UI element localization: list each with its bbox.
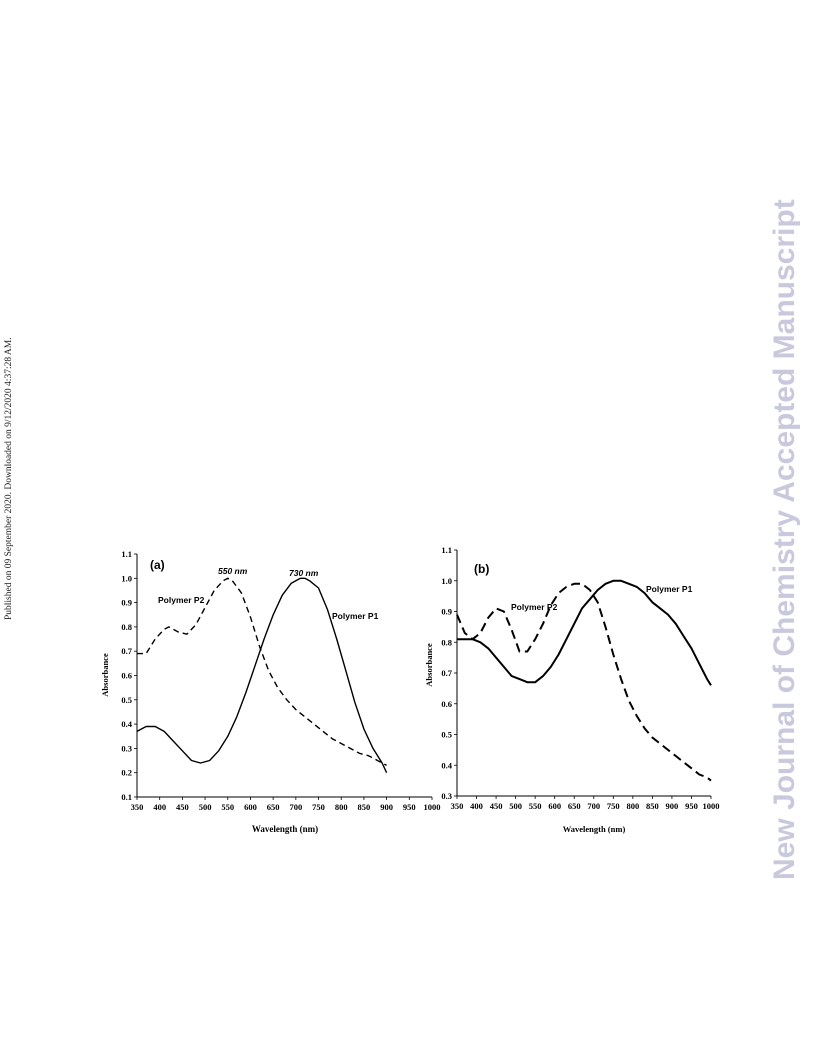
panel-a-y-label: Absorbance: [100, 653, 110, 697]
panel-a-x-tick-label: 950: [403, 802, 416, 812]
panel-a-y-tick-label: 0.4: [121, 719, 132, 729]
panel-a-axes: 350 400 450 500 550 600 650 700 750 800 850 900 950 1…: [121, 549, 440, 812]
panel-b-y-label: Absorbance: [424, 643, 434, 687]
panel-b-x-tick-label: 500: [509, 801, 522, 811]
panel-b-series-polymer-p1: [457, 579, 712, 686]
panel-a-y-tick-label: 0.8: [121, 622, 132, 632]
panel-b-x-tick-label: 350: [451, 801, 464, 811]
panel-a-x-tick-label: 800: [335, 802, 348, 812]
panel-a-peak-550: 550 nm: [218, 566, 248, 576]
panel-a-x-tick-label: 850: [358, 802, 371, 812]
panel-b-x-tick-label: 900: [666, 801, 679, 811]
panel-b-label: (b): [474, 562, 489, 576]
panel-a-x-tick-label: 500: [199, 802, 212, 812]
panel-a-y-tick-label: 0.3: [121, 743, 132, 753]
panel-b-series-polymer-p2: [456, 582, 712, 782]
panel-b-y-tick-label: 1.0: [441, 576, 452, 586]
panel-a-p2-label: Polymer P2: [158, 595, 205, 605]
panel-b-x-tick-label: 600: [548, 801, 561, 811]
panel-a-y-tick-label: 0.9: [121, 598, 132, 608]
panel-b-p2-label: Polymer P2: [511, 602, 558, 612]
panel-b-x-tick-label: 550: [529, 801, 542, 811]
panel-a-x-tick-label: 450: [176, 802, 189, 812]
panel-b-x-tick-label: 450: [490, 801, 503, 811]
panel-a-series-polymer-p2: [137, 577, 387, 767]
panel-a-p1-label: Polymer P1: [332, 611, 379, 621]
panel-b-x-tick-label: 400: [470, 801, 483, 811]
panel-a-y-tick-label: 0.1: [121, 792, 132, 802]
panel-b-y-tick-label: 0.7: [441, 668, 452, 678]
panel-a-x-label: Wavelength (nm): [252, 824, 318, 834]
panel-a-y-tick-label: 1.0: [121, 573, 132, 583]
panel-b-x-tick-label: 1000: [703, 801, 720, 811]
panel-b-axes: 350 400 450 500 550 600 650 700 750 800 850 900 950 1…: [441, 545, 719, 811]
panel-b-x-tick-label: 800: [626, 801, 639, 811]
panel-a-x-tick-label: 1000: [424, 802, 441, 812]
panel-a-peak-730: 730 nm: [289, 568, 319, 578]
panel-a-x-tick-label: 400: [153, 802, 166, 812]
panel-b-y-tick-label: 0.6: [441, 699, 452, 709]
panel-a-lines: [136, 577, 388, 773]
panel-b-x-tick-label: 700: [587, 801, 600, 811]
panel-a-label: (a): [150, 558, 165, 572]
panel-a-x-tick-label: 900: [380, 802, 393, 812]
panel-b-y-tick-label: 0.9: [441, 607, 452, 617]
panel-a-y-tick-label: 0.2: [121, 768, 132, 778]
panel-a-y-tick-label: 0.7: [121, 646, 132, 656]
panel-a-x-tick-label: 700: [289, 802, 302, 812]
panel-b-y-tick-label: 0.8: [441, 637, 452, 647]
panel-a: 350 400 450 500 550 600 650 700 750 800 850 900 950 1…: [100, 549, 441, 834]
panel-a-x-tick-label: 350: [131, 802, 144, 812]
panel-a-series-polymer-p1: [136, 577, 388, 773]
panel-b-y-tick-label: 0.5: [441, 730, 452, 740]
panel-b-y-tick-label: 1.1: [441, 545, 452, 555]
panel-b-y-tick-label: 0.3: [441, 791, 452, 801]
panel-b-y-tick-label: 0.4: [441, 760, 452, 770]
panel-b-x-label: Wavelength (nm): [563, 824, 626, 834]
panel-b-x-tick-label: 950: [685, 801, 698, 811]
panel-b: 350 400 450 500 550 600 650 700 750 800 850 900 950 1…: [424, 545, 720, 834]
panel-b-x-tick-label: 850: [646, 801, 659, 811]
panel-b-p1-label: Polymer P1: [646, 584, 693, 594]
panel-b-x-tick-label: 650: [568, 801, 581, 811]
panel-a-y-tick-label: 1.1: [121, 549, 132, 559]
panel-a-y-tick-label: 0.5: [121, 695, 132, 705]
panel-b-lines: [456, 579, 712, 782]
panel-a-y-tick-label: 0.6: [121, 671, 132, 681]
panel-a-x-tick-label: 600: [244, 802, 257, 812]
panel-a-x-tick-label: 750: [312, 802, 325, 812]
panel-b-x-tick-label: 750: [607, 801, 620, 811]
panel-a-x-tick-label: 650: [267, 802, 280, 812]
panel-a-x-tick-label: 550: [221, 802, 234, 812]
